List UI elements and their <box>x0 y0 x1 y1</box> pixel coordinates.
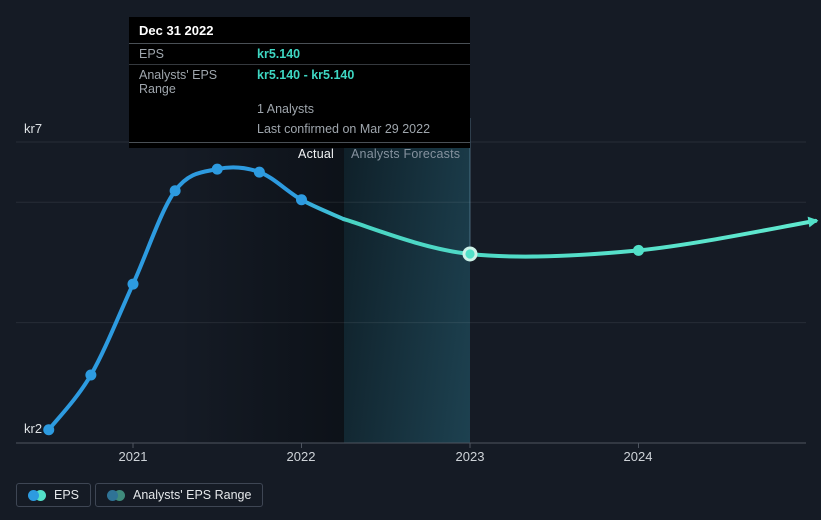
tooltip-eps-value: kr5.140 <box>257 47 301 61</box>
tooltip-confirmed-text: Last confirmed on Mar 29 2022 <box>257 122 431 136</box>
tooltip-analysts-row: 1 Analysts <box>129 99 470 119</box>
tooltip-range-row: Analysts' EPS Range kr5.140 - kr5.140 <box>129 65 470 99</box>
tooltip-bottom-divider <box>129 142 470 148</box>
forecast-band <box>343 142 470 443</box>
actual-fade-overlay <box>178 142 344 443</box>
tooltip-analysts-count: 1 Analysts <box>257 102 314 116</box>
legend-item-analysts-range[interactable]: Analysts' EPS Range <box>95 483 264 507</box>
range-series-dots-icon <box>107 489 126 501</box>
legend-range-label: Analysts' EPS Range <box>133 488 252 502</box>
tooltip-date: Dec 31 2022 <box>129 17 470 44</box>
x-tick-label-2021: 2021 <box>118 449 148 464</box>
tooltip-range-label: Analysts' EPS Range <box>139 68 218 96</box>
x-tick-label-2023: 2023 <box>455 449 485 464</box>
x-tick-label-2024: 2024 <box>623 449 653 464</box>
y-axis-label-top: kr7 <box>24 121 43 136</box>
legend-item-eps[interactable]: EPS <box>16 483 92 507</box>
range-teal-dot-icon <box>114 489 126 501</box>
eps-series-dots-icon <box>28 489 46 501</box>
chart-legend: EPS Analysts' EPS Range <box>16 483 264 507</box>
hover-tooltip: Dec 31 2022 EPS kr5.140 Analysts' EPS Ra… <box>129 17 470 148</box>
tooltip-range-value: kr5.140 - kr5.140 <box>257 68 355 82</box>
y-axis-label-bottom: kr2 <box>24 421 43 436</box>
tooltip-eps-label: EPS <box>139 47 165 61</box>
legend-eps-label: EPS <box>54 488 80 502</box>
x-tick-label-2022: 2022 <box>286 449 316 464</box>
actual-region-label: Actual <box>298 147 334 161</box>
eps-teal-dot-icon <box>35 489 46 501</box>
forecast-region-label: Analysts Forecasts <box>351 147 461 161</box>
tooltip-eps-row: EPS kr5.140 <box>129 44 470 65</box>
range-blue-dot-icon <box>107 489 119 501</box>
eps-blue-dot-icon <box>28 489 39 501</box>
tooltip-confirmed-row: Last confirmed on Mar 29 2022 <box>129 119 470 139</box>
